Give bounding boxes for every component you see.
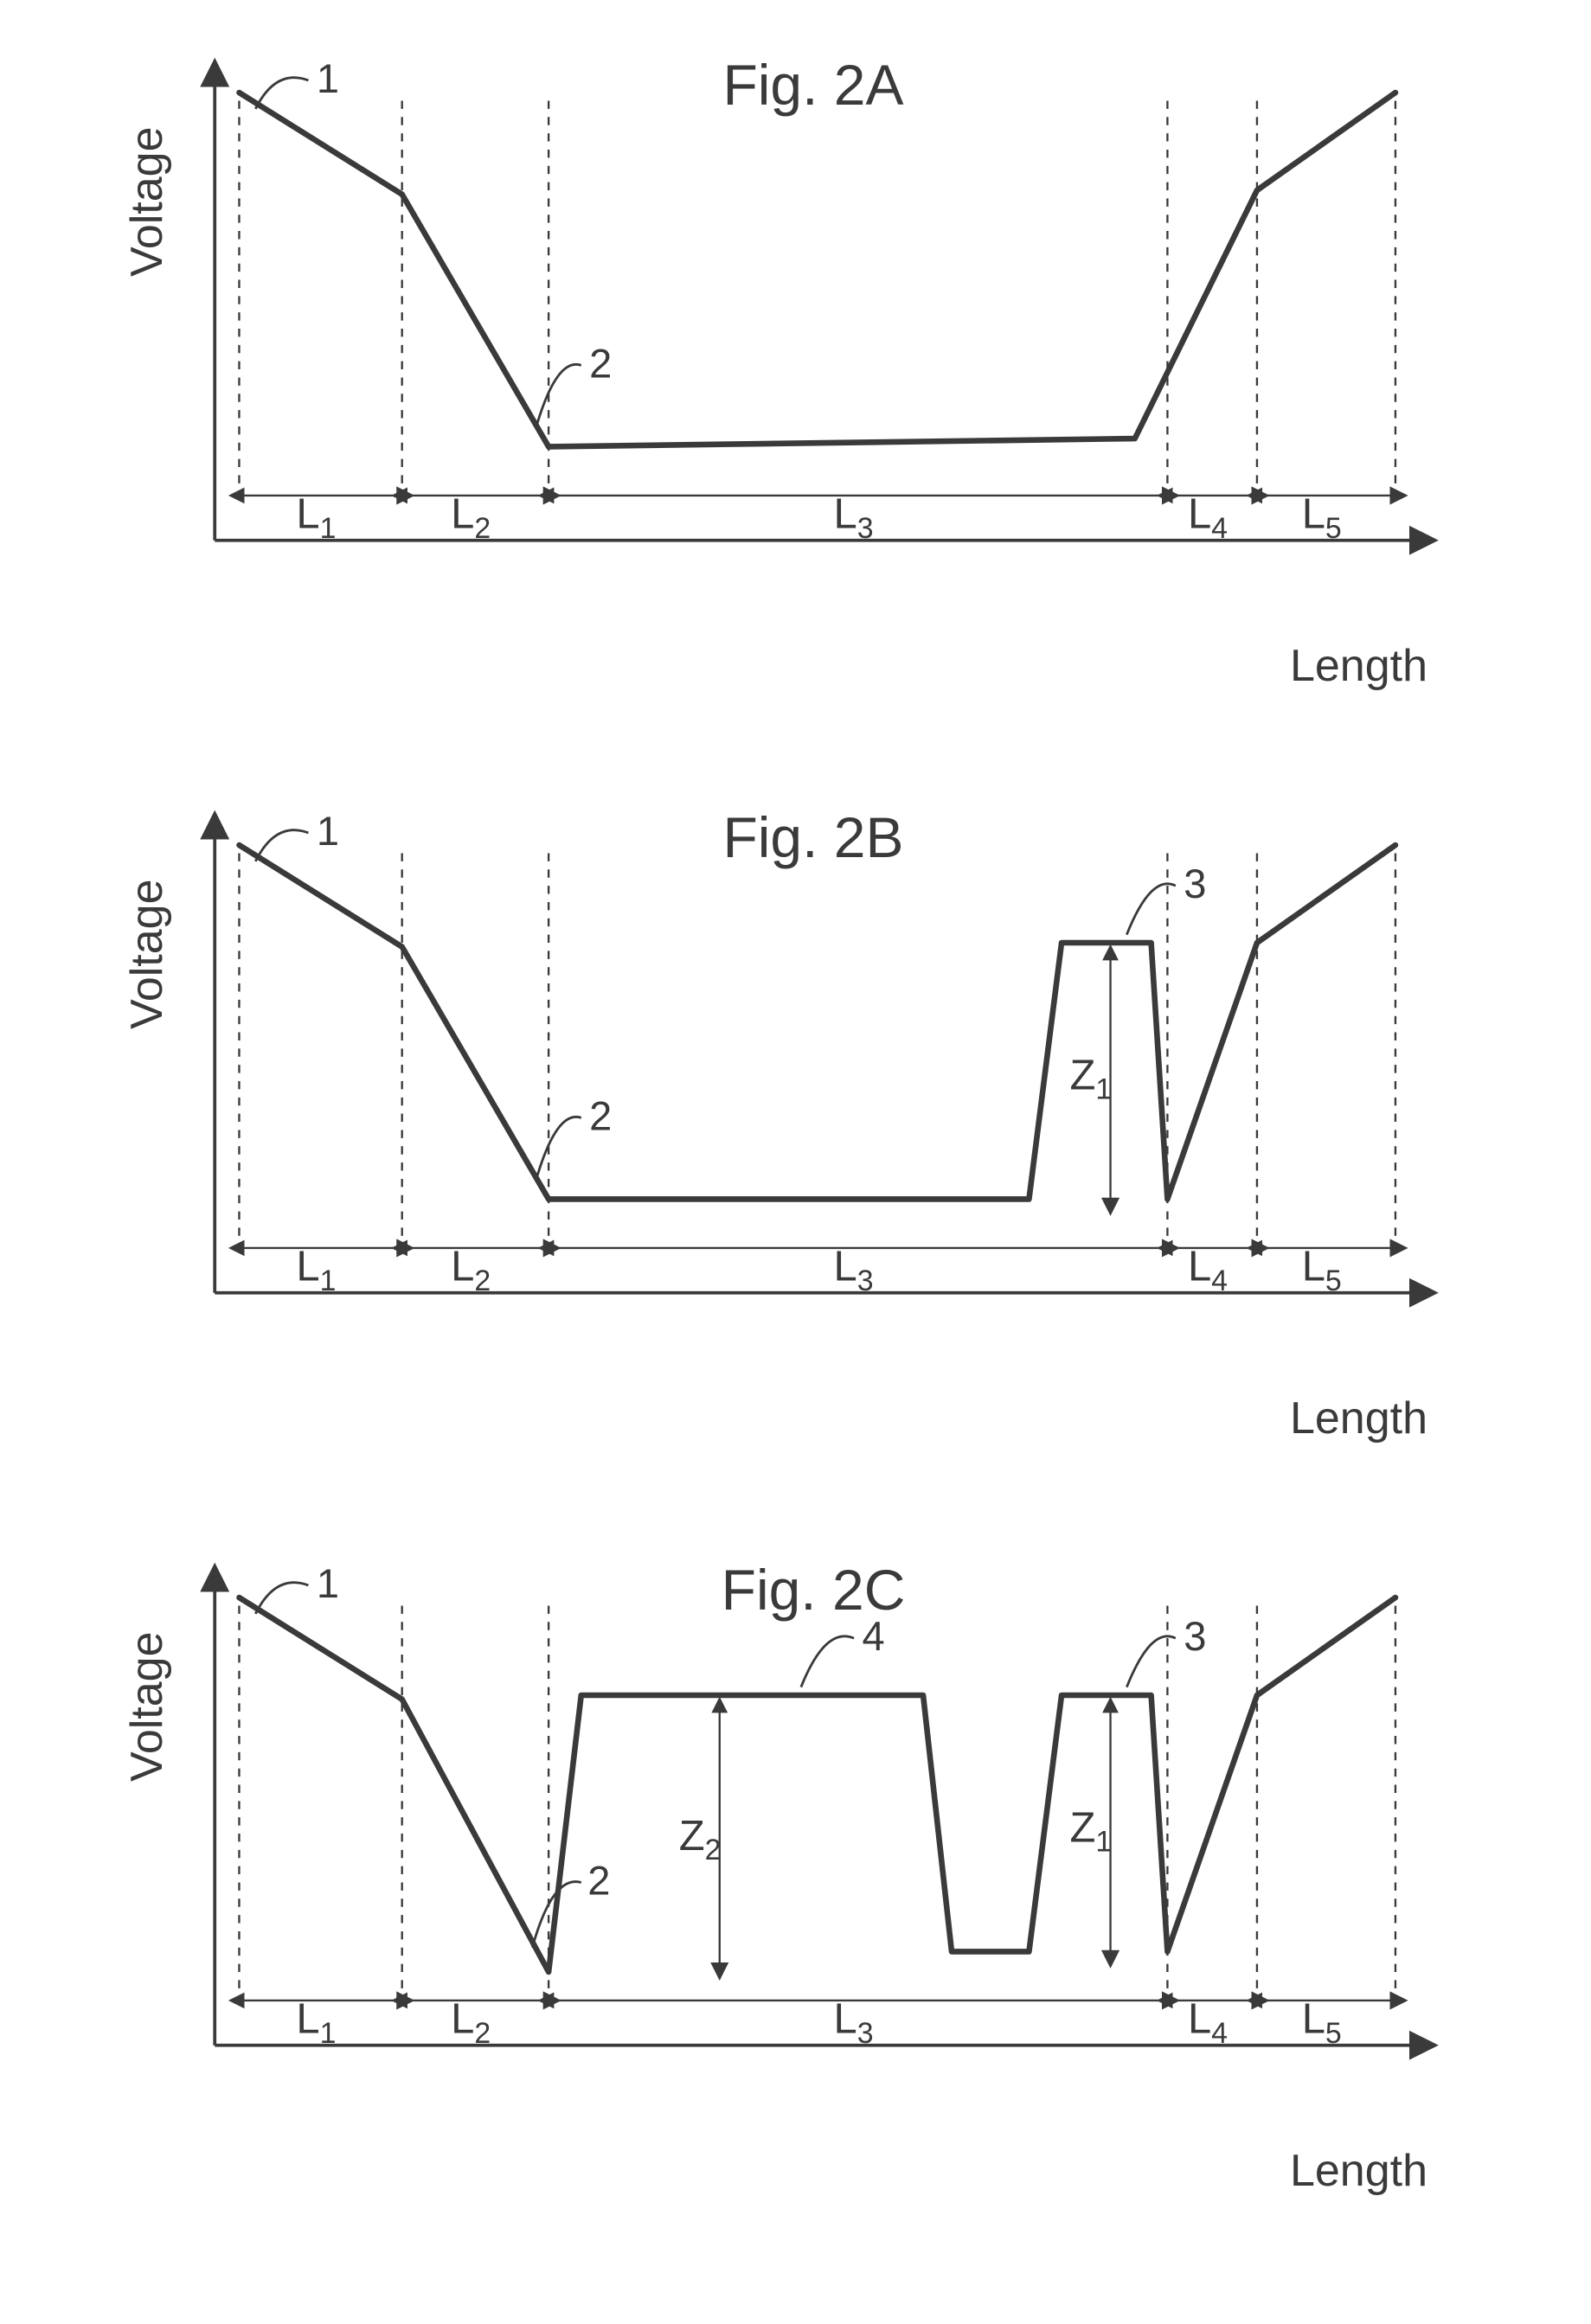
z1-arrow: Z1 — [1069, 959, 1112, 1200]
figure-2c-title: Fig. 2C — [164, 1557, 1462, 1623]
axes — [215, 85, 1412, 541]
svg-text:L1: L1 — [296, 1996, 336, 2050]
svg-text:Z1: Z1 — [1069, 1052, 1112, 1105]
svg-text:L3: L3 — [834, 1244, 874, 1297]
figure-2b: Fig. 2B Voltage — [164, 804, 1462, 1427]
svg-text:L5: L5 — [1302, 491, 1342, 545]
segment-labels: L1 L2 L3 L4 L5 — [296, 491, 1341, 545]
axes — [215, 1590, 1412, 2046]
svg-text:L4: L4 — [1188, 491, 1228, 545]
svg-text:L2: L2 — [451, 1996, 491, 2050]
svg-text:L4: L4 — [1188, 1244, 1228, 1297]
figure-2a-svg: L1 L2 L3 L4 L5 1 2 — [164, 52, 1462, 605]
figure-2a-title: Fig. 2A — [164, 52, 1462, 118]
x-axis-label: Length — [1290, 2145, 1427, 2197]
svg-text:L4: L4 — [1188, 1996, 1228, 2050]
figure-2a: Fig. 2A Voltage — [164, 52, 1462, 675]
segment-guides — [239, 853, 1395, 1256]
y-axis-label: Voltage — [121, 1632, 173, 1783]
segment-labels: L1 L2 L3 L4 L5 — [296, 1996, 1341, 2050]
svg-text:Z1: Z1 — [1069, 1804, 1112, 1858]
z1-arrow: Z1 — [1069, 1712, 1112, 1952]
figure-2c: Fig. 2C Voltage — [164, 1557, 1462, 2180]
figure-2b-title: Fig. 2B — [164, 804, 1462, 870]
segment-guides — [239, 1605, 1395, 2008]
voltage-curve — [239, 845, 1395, 1199]
z2-arrow: Z2 — [679, 1712, 722, 1964]
svg-text:L2: L2 — [451, 1244, 491, 1297]
y-axis-label: Voltage — [121, 127, 173, 278]
y-axis-label: Voltage — [121, 880, 173, 1030]
segment-labels: L1 L2 L3 L4 L5 — [296, 1244, 1341, 1297]
svg-text:L2: L2 — [451, 491, 491, 545]
voltage-curve — [239, 93, 1395, 446]
figure-2b-svg: L1 L2 L3 L4 L5 Z1 1 2 3 — [164, 804, 1462, 1358]
svg-text:L3: L3 — [834, 1996, 874, 2050]
x-axis-label: Length — [1290, 640, 1427, 692]
callout-2: 2 — [589, 1092, 612, 1138]
callout-2: 2 — [589, 340, 612, 386]
svg-text:L1: L1 — [296, 491, 336, 545]
x-axis-label: Length — [1290, 1392, 1427, 1444]
axes — [215, 837, 1412, 1293]
svg-text:L3: L3 — [834, 491, 874, 545]
svg-text:L1: L1 — [296, 1244, 336, 1297]
svg-text:Z2: Z2 — [679, 1813, 722, 1866]
figure-2c-svg: L1 L2 L3 L4 L5 Z2 Z1 1 2 4 3 — [164, 1557, 1462, 2110]
svg-text:L5: L5 — [1302, 1244, 1342, 1297]
callout-2: 2 — [587, 1858, 610, 1904]
svg-text:L5: L5 — [1302, 1996, 1342, 2050]
